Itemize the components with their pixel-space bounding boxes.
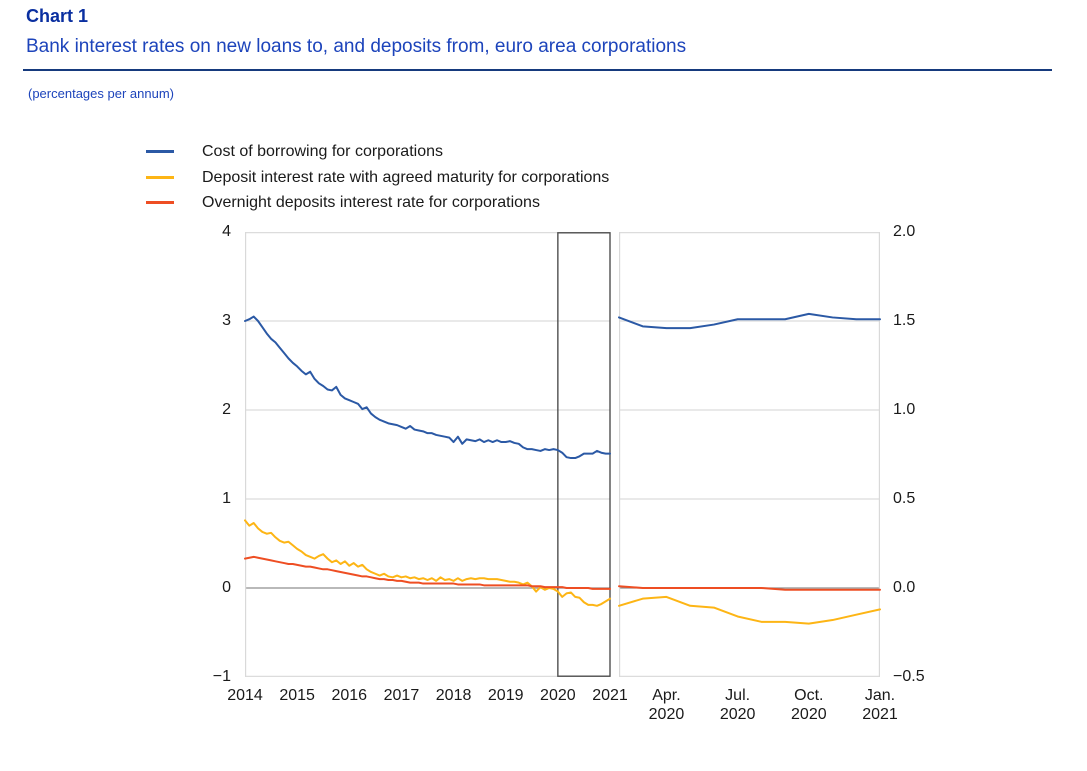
y-tick-label: 4 xyxy=(222,223,231,240)
x-tick-label: 2014 xyxy=(227,687,263,704)
chart-number-label: Chart 1 xyxy=(26,6,89,26)
series-line-0 xyxy=(244,315,611,460)
y-tick-label: 1 xyxy=(222,490,231,507)
y-tick-label: −0.5 xyxy=(893,668,925,685)
y-tick-label: 0.0 xyxy=(893,579,916,596)
series-line-0 xyxy=(618,312,881,330)
series-line-1 xyxy=(244,519,611,607)
y-tick-label: 2.0 xyxy=(893,223,916,240)
chart-title: Bank interest rates on new loans to, and… xyxy=(26,36,687,57)
legend-item: Deposit interest rate with agreed maturi… xyxy=(146,165,609,191)
x-tick-label: Jul. 2020 xyxy=(719,687,756,723)
legend-label: Cost of borrowing for corporations xyxy=(202,143,443,161)
legend-line-swatch xyxy=(146,150,174,154)
legend-item: Overnight deposits interest rate for cor… xyxy=(146,190,609,216)
legend-line-swatch xyxy=(146,201,174,205)
y-tick-label: 3 xyxy=(222,312,231,329)
unit-note: (percentages per annum) xyxy=(28,86,174,101)
left-panel-plot xyxy=(244,232,611,677)
x-tick-label: 2020 xyxy=(540,687,576,704)
legend-line-swatch xyxy=(146,175,174,179)
x-tick-label: 2021 xyxy=(592,687,628,704)
x-tick-label: 2015 xyxy=(279,687,315,704)
right-panel-plot xyxy=(618,232,881,677)
legend: Cost of borrowing for corporations Deposi… xyxy=(146,139,609,216)
y-tick-label: 1.0 xyxy=(893,401,916,418)
y-tick-label: 0.5 xyxy=(893,490,916,507)
y-tick-label: 2 xyxy=(222,401,231,418)
legend-label: Deposit interest rate with agreed maturi… xyxy=(202,168,610,186)
x-tick-label: 2016 xyxy=(331,687,368,704)
y-tick-label: 0 xyxy=(222,579,231,596)
legend-label: Overnight deposits interest rate for cor… xyxy=(202,194,540,212)
series-line-2 xyxy=(618,585,881,591)
series-line-2 xyxy=(244,555,611,590)
y-tick-label: 1.5 xyxy=(893,312,916,329)
x-tick-label: Oct. 2020 xyxy=(791,687,827,723)
x-tick-label: 2017 xyxy=(383,687,420,704)
x-tick-label: 2018 xyxy=(435,687,472,704)
x-tick-label: 2019 xyxy=(487,687,524,704)
y-tick-label: −1 xyxy=(212,668,231,685)
series-line-1 xyxy=(618,595,881,625)
x-tick-label: Apr. 2020 xyxy=(648,687,685,723)
legend-item: Cost of borrowing for corporations xyxy=(146,139,609,165)
title-rule-divider xyxy=(23,69,1052,71)
x-tick-label: Jan. 2021 xyxy=(862,687,898,723)
